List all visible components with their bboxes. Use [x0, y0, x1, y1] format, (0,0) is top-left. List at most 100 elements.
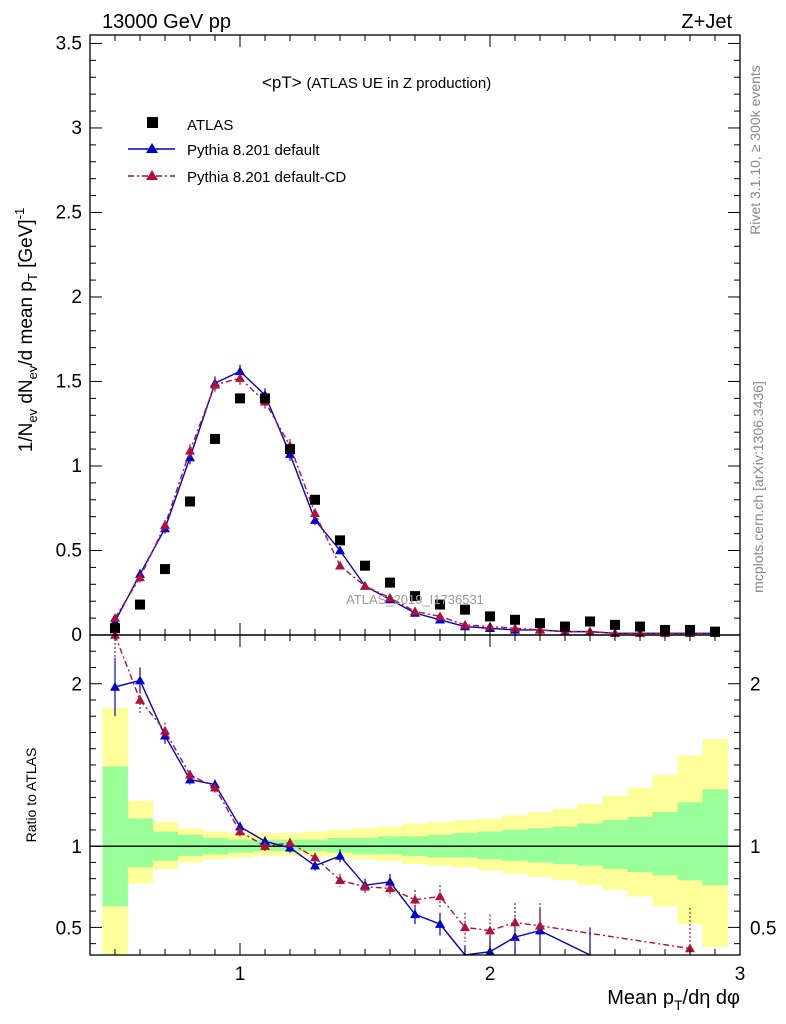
x-axis-label: Mean pT/dη dφ [607, 987, 740, 1013]
plot-title-main: <pT> [262, 73, 302, 92]
y-tick-label-main: 3.5 [56, 33, 82, 54]
ratio-point-default [110, 681, 120, 691]
ratio-point-cd [260, 841, 270, 850]
point-atlas [135, 599, 145, 610]
plot-title: <pT> (ATLAS UE in Z production) [262, 73, 491, 92]
point-atlas [185, 496, 195, 507]
y-tick-label-main: 1 [71, 456, 82, 477]
ratio-point-cd [285, 837, 295, 847]
point-cd [235, 373, 245, 382]
point-cd [510, 623, 520, 632]
legend-label-atlas: ATLAS [187, 117, 233, 134]
analysis-watermark: ATLAS_2019_I1736531 [346, 592, 484, 607]
band-inner-bin [102, 766, 128, 907]
y-tick-label-ratio-left: 1 [71, 837, 82, 858]
point-atlas [535, 618, 545, 629]
legend-label-cd: Pythia 8.201 default-CD [187, 169, 346, 186]
legend-label-default: Pythia 8.201 default [187, 142, 320, 159]
mcplots-label: mcplots.cern.ch [arXiv:1306.3436] [750, 381, 766, 593]
ratio-point-default [535, 925, 545, 935]
point-atlas [635, 621, 645, 632]
ratio-point-cd [410, 894, 420, 904]
point-atlas [260, 393, 270, 404]
ratio-point-cd [435, 891, 445, 901]
y-axis-label-ratio: Ratio to ATLAS [23, 748, 39, 843]
point-atlas [235, 393, 245, 404]
y-tick-label-main: 1.5 [56, 371, 82, 392]
x-tick-label: 3 [735, 964, 746, 985]
ratio-point-cd [135, 694, 145, 704]
rivet-label: Rivet 3.1.10, ≥ 300k events [747, 65, 763, 235]
point-atlas [435, 599, 445, 610]
point-cd [185, 445, 195, 455]
point-atlas [335, 535, 345, 546]
x-tick-label: 1 [235, 964, 246, 985]
point-atlas [385, 577, 395, 588]
legend-marker-atlas [147, 117, 158, 128]
ratio-point-cd [210, 782, 220, 792]
y-tick-label-main: 2.5 [56, 202, 82, 223]
ratio-line-cd [114, 634, 691, 950]
header-right: Z+Jet [681, 11, 732, 33]
ratio-point-cd [385, 883, 395, 893]
legend-marker-cd [146, 170, 158, 180]
point-atlas [510, 614, 520, 625]
tick-labels: 1 2 3 0 0.5 1 1.5 2 2.5 3 3.5 0.5 0.5 1 1 2 2 [56, 33, 777, 985]
band-inner-bin [627, 816, 653, 873]
point-cd [460, 619, 470, 629]
point-cd [385, 592, 395, 602]
ratio-point-cd [160, 725, 170, 735]
point-atlas [310, 494, 320, 505]
ratio-point-cd [535, 920, 545, 930]
point-atlas [460, 604, 470, 615]
band-inner-bin [302, 839, 328, 852]
point-atlas [210, 433, 220, 444]
point-cd [335, 560, 345, 570]
ratio-point-default [135, 675, 145, 685]
point-atlas [110, 623, 120, 634]
point-atlas [360, 560, 370, 571]
point-cd [160, 520, 170, 529]
point-cd [110, 613, 120, 622]
band-inner-bin [327, 838, 353, 853]
ratio-uncertainty-bands [102, 708, 728, 955]
band-inner-bin [677, 802, 703, 881]
y-tick-label-ratio-right: 0.5 [750, 918, 776, 939]
y-tick-label-main: 0 [71, 625, 82, 646]
band-inner-bin [477, 831, 503, 860]
ratio-point-cd [460, 922, 470, 932]
ratio-point-cd [185, 769, 195, 779]
point-default [235, 366, 245, 376]
ratio-point-cd [485, 925, 495, 935]
x-tick-label: 2 [485, 964, 496, 985]
point-cd [360, 580, 370, 590]
ratio-point-cd [360, 881, 370, 891]
y-tick-label-ratio-right: 1 [750, 837, 761, 858]
band-inner-bin [502, 829, 528, 861]
y-tick-label-ratio-left: 0.5 [56, 918, 82, 939]
point-atlas [285, 444, 295, 455]
band-inner-bin [177, 834, 203, 856]
band-inner-bin [527, 828, 553, 863]
band-inner-bin [452, 833, 478, 858]
point-default [310, 515, 320, 524]
point-cd [210, 379, 220, 389]
axes-ticks [90, 35, 741, 955]
band-inner-bin [127, 818, 153, 868]
y-tick-label-main: 0.5 [56, 540, 82, 561]
point-cd [435, 611, 445, 621]
band-inner-bin [377, 836, 403, 855]
ratio-point-default [310, 860, 320, 870]
ratio-series [110, 630, 695, 956]
point-atlas [160, 564, 170, 575]
header-left: 13000 GeV pp [102, 11, 231, 33]
ratio-point-cd [685, 943, 695, 953]
band-inner-bin [602, 820, 628, 869]
point-cd [410, 606, 420, 616]
point-cd [135, 572, 145, 582]
ratio-point-default [335, 850, 345, 860]
point-atlas [410, 591, 420, 602]
band-inner-bin [552, 826, 578, 865]
legend: ATLAS Pythia 8.201 default Pythia 8.201 … [128, 117, 346, 186]
